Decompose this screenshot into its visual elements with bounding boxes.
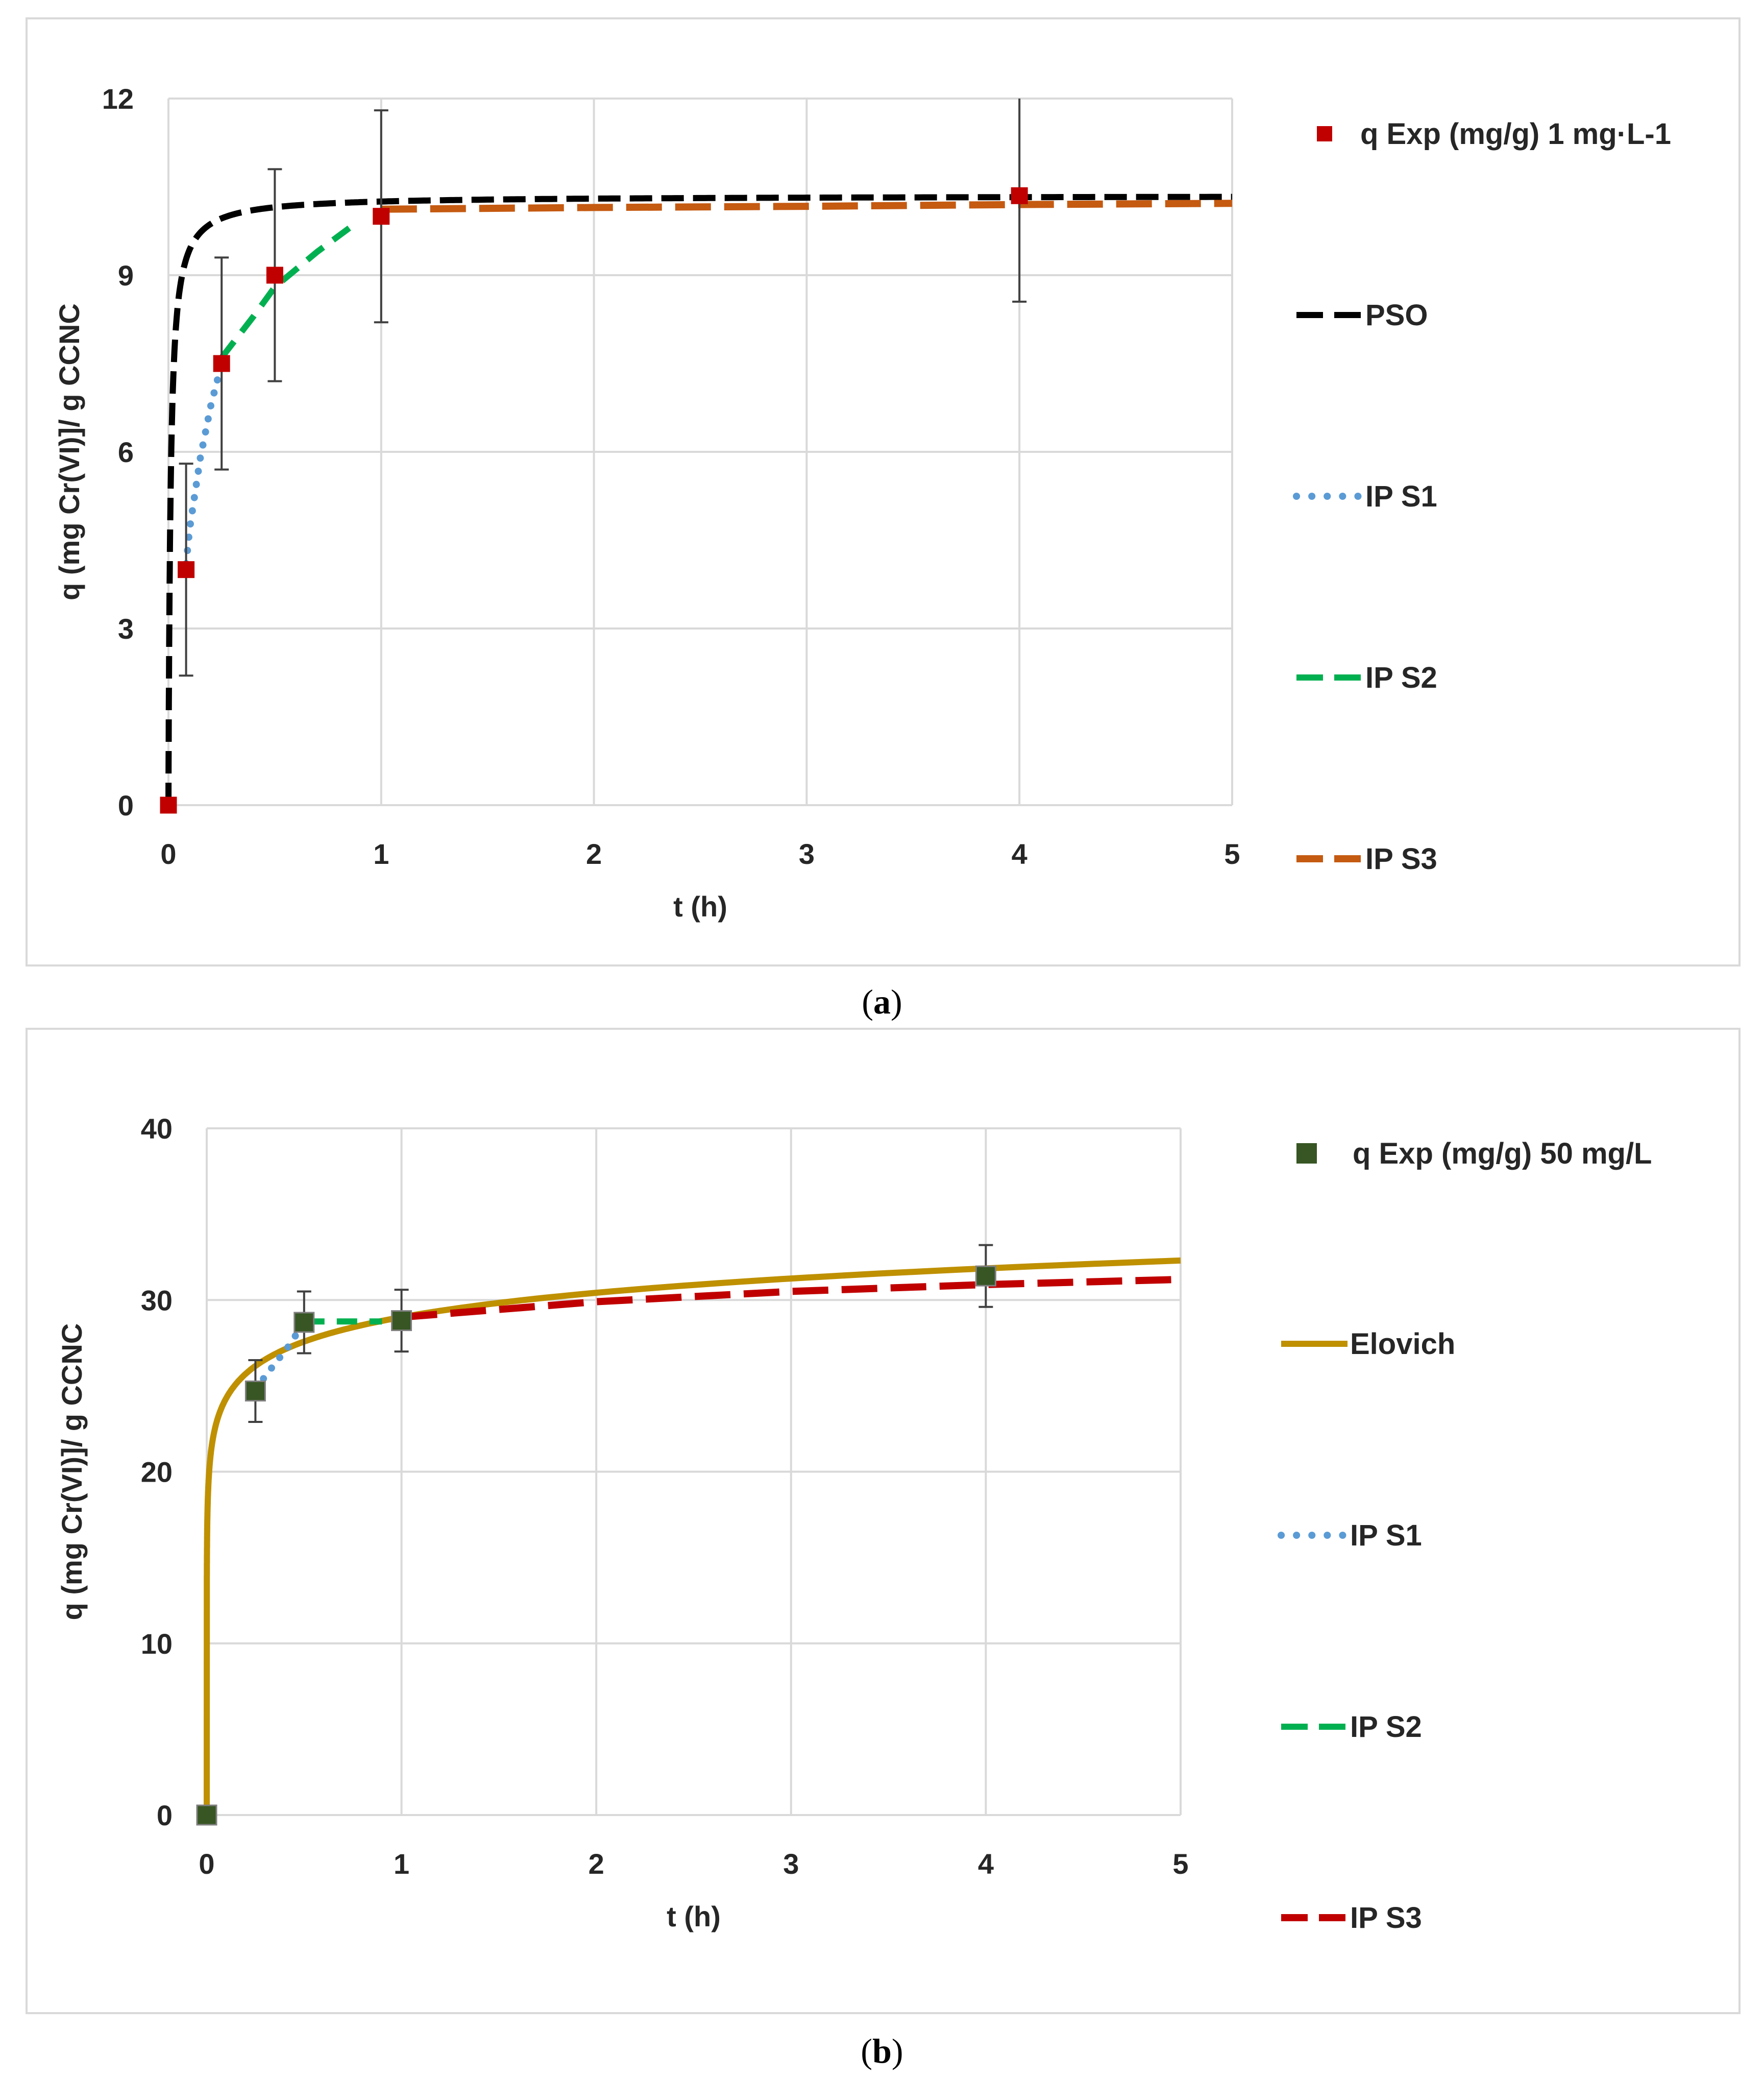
legend-item: IP S2 <box>1296 661 1437 694</box>
caption-letter: a <box>873 982 891 1021</box>
chart-a-legend: q Exp (mg/g) 1 mg·L-1 PSO IP S1 IP S2 IP… <box>1293 117 1671 876</box>
legend-label: IP S2 <box>1350 1710 1422 1744</box>
data-point-marker <box>160 796 177 814</box>
legend-item: IP S3 <box>1296 842 1437 876</box>
y-tick-label: 0 <box>118 789 134 821</box>
chart-a-grid <box>168 98 1233 805</box>
data-point-marker <box>1011 187 1028 204</box>
y-tick-label: 10 <box>141 1628 173 1660</box>
data-point-marker <box>975 1265 996 1287</box>
data-point-marker <box>213 355 230 372</box>
legend-swatch <box>1317 126 1332 141</box>
caption-letter: b <box>872 2032 892 2070</box>
chart-b-legend: q Exp (mg/g) 50 mg/L Elovich IP S1 IP S2… <box>1278 1137 1652 1935</box>
x-tick-label: 1 <box>373 838 389 870</box>
series-line <box>381 200 1233 213</box>
caption-a: (a) <box>862 982 902 1021</box>
chart-a-plot-area <box>160 99 1233 814</box>
legend-item: q Exp (mg/g) 1 mg·L-1 <box>1317 117 1671 151</box>
chart-a-frame <box>26 17 1741 966</box>
x-tick-label: 3 <box>783 1848 799 1880</box>
legend-item: Elovich <box>1281 1327 1455 1361</box>
data-point-marker <box>196 1804 217 1826</box>
x-tick-label: 2 <box>589 1848 604 1880</box>
legend-item: IP S1 <box>1278 1519 1422 1552</box>
y-tick-label: 20 <box>141 1456 173 1488</box>
y-tick-label: 30 <box>141 1284 173 1316</box>
chart-b-y-ticks: 0 10 20 30 40 <box>141 1113 173 1831</box>
legend-item: q Exp (mg/g) 50 mg/L <box>1296 1137 1652 1170</box>
series-line <box>182 360 226 568</box>
chart-panel-b: 0 1 2 3 4 5 0 10 20 30 40 t (h) q (mg Cr… <box>26 1028 1741 2070</box>
data-point-marker <box>244 1380 266 1401</box>
series-line <box>401 1275 1181 1321</box>
legend-item: IP S1 <box>1293 480 1437 513</box>
data-point-marker <box>266 267 283 284</box>
y-tick-label: 9 <box>118 259 134 292</box>
chart-a-y-ticks: 0 3 6 9 12 <box>102 83 134 821</box>
legend-label: PSO <box>1365 299 1428 332</box>
legend-item: IP S3 <box>1281 1901 1422 1935</box>
x-axis-title: t (h) <box>673 890 727 923</box>
legend-label: IP S3 <box>1350 1901 1422 1935</box>
y-tick-label: 3 <box>118 613 134 645</box>
x-tick-label: 3 <box>799 838 815 870</box>
x-tick-label: 4 <box>978 1848 994 1880</box>
legend-label: IP S1 <box>1365 480 1437 513</box>
caption-b: (b) <box>861 2032 903 2070</box>
legend-label: IP S2 <box>1365 661 1437 694</box>
legend-item: IP S2 <box>1281 1710 1422 1744</box>
x-tick-label: 4 <box>1012 838 1027 870</box>
legend-label: Elovich <box>1350 1327 1455 1361</box>
chart-b-frame <box>26 1028 1741 2014</box>
data-point-marker <box>293 1312 315 1333</box>
legend-label: IP S3 <box>1365 842 1437 876</box>
chart-b-plot-area <box>196 1244 1181 1826</box>
y-axis-title: q (mg Cr(VI)]/ g CCNC <box>56 1323 88 1621</box>
chart-a-x-ticks: 0 1 2 3 4 5 <box>160 838 1240 870</box>
series-line <box>219 225 351 360</box>
x-tick-label: 5 <box>1172 1848 1188 1880</box>
x-axis-title: t (h) <box>667 1900 721 1932</box>
legend-label: IP S1 <box>1350 1519 1422 1552</box>
x-tick-label: 5 <box>1224 838 1240 870</box>
data-point-marker <box>178 561 195 578</box>
x-tick-label: 2 <box>586 838 602 870</box>
y-tick-label: 12 <box>102 83 134 115</box>
chart-b-x-ticks: 0 1 2 3 4 5 <box>199 1848 1188 1880</box>
x-tick-label: 1 <box>394 1848 409 1880</box>
y-tick-label: 6 <box>118 436 134 468</box>
chart-panel-a: 0 1 2 3 4 5 0 3 6 9 12 t (h) q (mg Cr(VI… <box>26 17 1741 1021</box>
data-point-marker <box>373 208 390 225</box>
x-tick-label: 0 <box>199 1848 214 1880</box>
legend-label: q Exp (mg/g) 50 mg/L <box>1353 1137 1652 1170</box>
chart-b-grid <box>207 1127 1182 1815</box>
legend-swatch <box>1296 1143 1317 1164</box>
x-tick-label: 0 <box>160 838 176 870</box>
legend-item: PSO <box>1296 299 1428 332</box>
y-axis-title: q (mg Cr(VI)]/ g CCNC <box>53 303 85 600</box>
legend-label: q Exp (mg/g) 1 mg·L-1 <box>1360 117 1671 151</box>
data-point-marker <box>391 1310 412 1332</box>
legend-marker <box>1317 126 1332 141</box>
series-line <box>252 1319 308 1393</box>
series-line <box>165 194 1232 805</box>
y-tick-label: 40 <box>141 1113 173 1145</box>
y-tick-label: 0 <box>157 1799 173 1831</box>
legend-marker <box>1296 1143 1317 1164</box>
